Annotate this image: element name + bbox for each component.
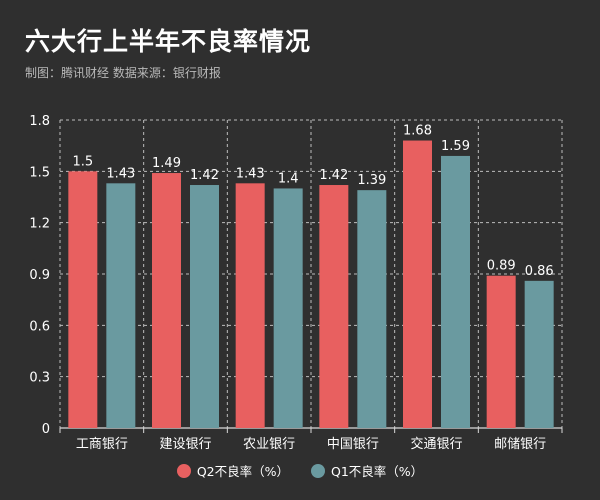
data-label: 1.59 — [441, 139, 470, 154]
legend-swatch-q1 — [311, 463, 325, 478]
x-tick-label: 邮储银行 — [494, 437, 546, 452]
legend-item-q1[interactable]: Q1不良率（%） — [311, 461, 423, 480]
legend-item-q2[interactable]: Q2不良率（%） — [176, 461, 289, 480]
bar-q2 — [319, 185, 349, 428]
data-label: 1.39 — [357, 173, 386, 188]
bar-q2 — [68, 171, 98, 429]
bar-q1 — [273, 188, 303, 428]
y-tick-label: 0.3 — [29, 371, 50, 386]
bar-q2 — [235, 183, 265, 428]
x-tick-label: 工商银行 — [76, 437, 128, 452]
data-label: 1.49 — [152, 156, 181, 171]
bar-q2 — [403, 140, 432, 429]
x-tick-label: 建设银行 — [159, 437, 211, 452]
data-label: 1.43 — [236, 166, 265, 181]
bar-q2 — [486, 275, 516, 428]
y-tick-label: 0.6 — [29, 319, 50, 334]
y-tick-label: 0.9 — [29, 268, 50, 283]
y-tick-label: 1.5 — [29, 165, 50, 180]
x-tick-label: 农业银行 — [243, 437, 295, 452]
bar-q1 — [106, 183, 136, 428]
data-label: 1.43 — [106, 166, 135, 181]
x-tick-label: 中国银行 — [327, 437, 379, 452]
y-tick-label: 0 — [42, 422, 50, 437]
y-tick-label: 1.8 — [29, 114, 50, 129]
y-tick-label: 1.2 — [29, 217, 50, 232]
data-label: 1.5 — [72, 154, 93, 169]
chart-subtitle: 制图：腾讯财经 数据来源：银行财报 — [25, 66, 221, 80]
data-label: 0.89 — [487, 259, 516, 274]
legend-label-q2: Q2不良率（%） — [196, 464, 289, 479]
legend-swatch-q2 — [176, 463, 191, 478]
bar-q1 — [357, 190, 387, 428]
bar-q1 — [190, 185, 219, 428]
legend-label-q1: Q1不良率（%） — [331, 464, 424, 479]
data-label: 1.68 — [403, 124, 432, 139]
data-label: 0.86 — [525, 264, 554, 279]
x-tick-label: 交通银行 — [410, 436, 462, 452]
bar-q1 — [441, 155, 470, 428]
data-label: 1.4 — [278, 171, 299, 186]
chart-title: 六大行上半年不良率情况 — [25, 27, 312, 56]
legend: Q2不良率（%） Q1不良率（%） — [0, 461, 600, 480]
bar-q2 — [152, 173, 181, 428]
data-label: 1.42 — [190, 168, 219, 183]
data-label: 1.42 — [319, 168, 348, 183]
bar-q1 — [524, 280, 554, 428]
